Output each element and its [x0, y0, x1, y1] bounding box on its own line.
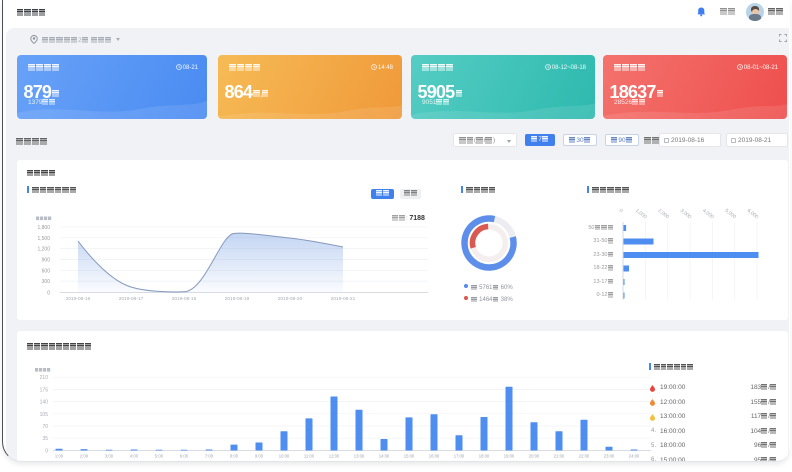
svg-text:1,800: 1,800 [37, 225, 50, 231]
svg-text:2019-08-19: 2019-08-19 [225, 296, 250, 302]
svg-text:3,000: 3,000 [679, 208, 693, 221]
svg-text:7:00: 7:00 [205, 454, 214, 459]
svg-text:16:00: 16:00 [429, 454, 440, 459]
svg-text:14:00: 14:00 [379, 454, 390, 459]
svg-text:17:00: 17:00 [454, 454, 465, 459]
svg-text:1,500: 1,500 [37, 236, 50, 242]
svg-text:105: 105 [40, 412, 49, 418]
svg-text:5:00: 5:00 [155, 454, 164, 459]
svg-text:2019-08-16: 2019-08-16 [66, 296, 91, 302]
svg-text:19:00: 19:00 [504, 454, 515, 459]
svg-text:8:00: 8:00 [230, 454, 239, 459]
svg-text:11:00: 11:00 [304, 454, 315, 459]
svg-text:4:00: 4:00 [130, 454, 139, 459]
svg-text:0: 0 [618, 208, 624, 215]
svg-text:35: 35 [42, 436, 48, 442]
svg-text:23:00: 23:00 [604, 454, 615, 459]
svg-text:2:00: 2:00 [80, 454, 89, 459]
svg-text:2019-08-17: 2019-08-17 [119, 296, 144, 302]
svg-text:20:00: 20:00 [529, 454, 540, 459]
svg-text:13:00: 13:00 [354, 454, 365, 459]
svg-text:140: 140 [40, 400, 49, 406]
svg-text:4,000: 4,000 [701, 208, 715, 221]
svg-text:22:00: 22:00 [579, 454, 590, 459]
svg-text:0: 0 [47, 291, 50, 297]
svg-text:5,000: 5,000 [723, 208, 737, 221]
svg-text:18:00: 18:00 [479, 454, 490, 459]
svg-text:600: 600 [42, 268, 51, 274]
svg-text:1,000: 1,000 [634, 208, 648, 221]
svg-text:10:00: 10:00 [279, 454, 290, 459]
svg-text:24:00: 24:00 [629, 454, 640, 459]
svg-text:15:00: 15:00 [404, 454, 415, 459]
svg-text:2019-08-21: 2019-08-21 [331, 296, 356, 302]
svg-text:6,000: 6,000 [746, 208, 760, 221]
svg-text:900: 900 [42, 258, 51, 264]
svg-text:12:00: 12:00 [329, 454, 340, 459]
svg-text:3:00: 3:00 [105, 454, 114, 459]
svg-text:2019-08-18: 2019-08-18 [172, 296, 197, 302]
svg-text:9:00: 9:00 [255, 454, 264, 459]
svg-text:210: 210 [40, 375, 49, 381]
svg-text:175: 175 [40, 387, 49, 393]
svg-text:6:00: 6:00 [180, 454, 189, 459]
svg-text:1,200: 1,200 [37, 247, 50, 253]
svg-text:300: 300 [42, 279, 51, 285]
svg-text:1:00: 1:00 [55, 454, 64, 459]
svg-text:2,000: 2,000 [656, 208, 670, 221]
svg-text:70: 70 [42, 424, 48, 430]
svg-text:21:00: 21:00 [554, 454, 565, 459]
svg-text:2019-08-20: 2019-08-20 [278, 296, 303, 302]
svg-text:0: 0 [45, 449, 48, 455]
